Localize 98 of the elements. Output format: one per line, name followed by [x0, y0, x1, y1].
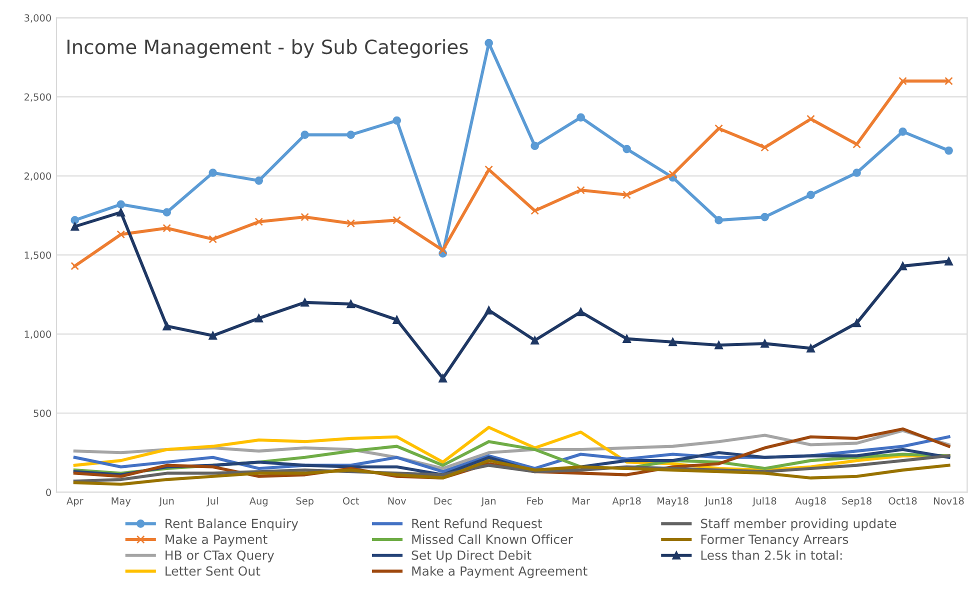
x-tick-label: May	[112, 497, 131, 506]
point	[760, 339, 769, 348]
x-tick-label: Jul18	[752, 497, 776, 506]
point	[70, 222, 80, 231]
point	[438, 246, 448, 254]
legend-label: Set Up Direct Debit	[412, 550, 532, 562]
point	[162, 224, 172, 232]
text: Income Management - by Sub Categories	[68, 39, 468, 58]
point	[898, 262, 907, 270]
point	[254, 314, 264, 322]
point	[944, 257, 953, 266]
point	[622, 144, 631, 154]
x-tick-label: Apr	[66, 497, 84, 506]
point	[392, 316, 402, 324]
point	[898, 127, 907, 136]
point	[208, 331, 218, 340]
x-tick-label: Feb	[527, 497, 543, 505]
y-tick-label: 3,000	[24, 14, 51, 23]
point	[208, 235, 218, 244]
point	[898, 76, 907, 86]
x-tick-label: Sep18	[842, 497, 872, 506]
point	[622, 334, 631, 343]
point	[484, 306, 494, 315]
point	[668, 338, 677, 346]
y-tick-label: 0	[46, 488, 51, 496]
point	[806, 190, 815, 200]
x-tick-label: Jul	[206, 497, 218, 506]
point	[760, 212, 769, 222]
y-tick-label: 1,500	[24, 251, 51, 260]
legend-label: Missed Call Known Officer	[412, 534, 573, 544]
x-tick-label: May18	[658, 497, 688, 506]
x-tick-label: Jan	[480, 497, 496, 506]
legend-label: Former Tenancy Arrears	[701, 534, 848, 546]
point	[760, 143, 769, 152]
point	[162, 322, 172, 330]
point	[254, 176, 264, 185]
point	[116, 200, 126, 209]
x-tick-label: Dec	[434, 497, 452, 505]
point	[392, 116, 402, 125]
point	[668, 170, 677, 179]
y-tick-label: 2,500	[24, 93, 51, 102]
point	[714, 124, 723, 133]
x-tick-label: Oct18	[888, 497, 917, 505]
point	[300, 130, 310, 139]
point	[714, 340, 723, 350]
point	[852, 168, 861, 177]
point	[484, 165, 494, 174]
point	[714, 216, 723, 224]
legend-label: Letter Sent Out	[166, 566, 260, 576]
point	[484, 38, 494, 48]
point	[944, 146, 953, 155]
point	[392, 216, 402, 224]
y-tick-label: 500	[34, 410, 51, 417]
point	[944, 76, 953, 86]
legend-label: HB or CTax Query	[166, 550, 274, 562]
x-tick-label: Nov	[388, 497, 406, 505]
legend-label: Staff member providing update	[700, 518, 896, 531]
y-tick-label: 2,000	[24, 172, 51, 181]
point	[346, 219, 356, 228]
point	[346, 300, 356, 308]
legend-label: Make a Payment Agreement	[412, 566, 588, 578]
point	[576, 186, 585, 194]
legend-label: Less than 2.5k in total:	[701, 550, 842, 560]
point	[116, 208, 126, 216]
point	[852, 318, 861, 328]
point	[530, 142, 539, 150]
point	[622, 190, 631, 200]
point	[300, 298, 310, 307]
x-tick-label: Oct	[342, 497, 360, 505]
point	[162, 208, 172, 216]
legend-label: Make a Payment	[166, 534, 268, 546]
point	[254, 218, 264, 226]
point	[852, 140, 861, 148]
point	[346, 130, 356, 139]
point	[806, 344, 815, 352]
x-tick-label: Mar	[572, 497, 590, 505]
y-tick-label: 1,000	[24, 330, 51, 339]
point	[70, 262, 80, 270]
point	[530, 336, 539, 345]
point	[576, 308, 585, 316]
x-tick-label: Sep	[296, 497, 314, 506]
point	[70, 216, 80, 224]
point	[530, 206, 539, 215]
x-tick-label: Aug	[249, 497, 268, 506]
point	[806, 114, 815, 124]
line-series	[73, 459, 950, 486]
legend-label: Rent Balance Enquiry	[166, 518, 298, 531]
x-tick-label: Aug18	[795, 497, 826, 506]
legend-label: Rent Refund Request	[412, 518, 542, 531]
point	[208, 168, 218, 177]
x-tick-label: Apr18	[612, 497, 641, 506]
point	[576, 113, 585, 122]
point	[300, 212, 310, 222]
x-tick-label: Jun18	[704, 497, 732, 506]
point	[438, 374, 448, 382]
x-tick-label: Jun	[158, 497, 174, 506]
x-tick-label: Nov18	[934, 497, 964, 505]
point	[116, 230, 126, 239]
